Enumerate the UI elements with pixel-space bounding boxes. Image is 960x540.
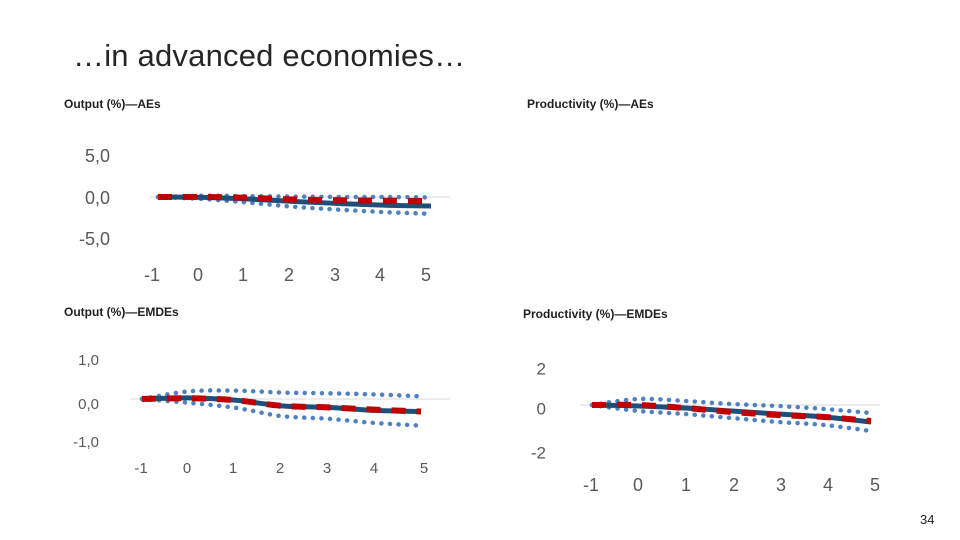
y-tick-label: 5,0 bbox=[85, 146, 110, 166]
x-tick-label: 3 bbox=[323, 460, 331, 477]
y-tick-label: 0,0 bbox=[78, 396, 99, 413]
y-tick-label: 0,0 bbox=[85, 188, 110, 208]
page-number: 34 bbox=[920, 512, 935, 527]
y-tick-label: -1,0 bbox=[73, 434, 99, 451]
x-tick-label: 3 bbox=[776, 475, 786, 495]
series-line-lower-band bbox=[139, 396, 424, 428]
chart-output-aes: 5,0 0,0 -5,0 -1 0 1 2 3 4 5 bbox=[79, 146, 450, 285]
x-tick-label: 5 bbox=[870, 475, 880, 495]
panel-title-productivity-emdes: Productivity (%)—EMDEs bbox=[523, 307, 668, 321]
y-tick-label: 0 bbox=[537, 399, 546, 418]
series-line-lower-band bbox=[589, 402, 874, 434]
x-tick-label: 5 bbox=[421, 265, 431, 285]
x-tick-label: -1 bbox=[583, 475, 599, 495]
series-line-lower-band bbox=[155, 194, 434, 217]
x-tick-label: 0 bbox=[633, 475, 643, 495]
y-tick-label: -5,0 bbox=[79, 229, 110, 249]
y-tick-label: 1,0 bbox=[78, 352, 99, 369]
y-tick-label: 2 bbox=[537, 359, 546, 378]
series-line-upper-band bbox=[139, 388, 424, 402]
x-tick-label: -1 bbox=[144, 265, 160, 285]
x-tick-label: 3 bbox=[330, 265, 340, 285]
x-tick-label: -1 bbox=[134, 460, 147, 477]
x-tick-label: 5 bbox=[420, 460, 428, 477]
x-tick-label: 4 bbox=[370, 460, 378, 477]
series-line-baseline bbox=[141, 395, 422, 415]
x-tick-label: 2 bbox=[729, 475, 739, 495]
x-tick-label: 1 bbox=[238, 265, 248, 285]
series-line-upper-band bbox=[589, 396, 874, 416]
y-tick-label: -2 bbox=[531, 443, 546, 462]
chart-output-emdes: 1,0 0,0 -1,0 -1 0 1 2 3 4 5 bbox=[73, 352, 450, 477]
panel-title-output-aes: Output (%)—AEs bbox=[64, 97, 161, 111]
series-line-baseline bbox=[591, 401, 872, 424]
series-line-baseline bbox=[157, 193, 432, 205]
chart-productivity-emdes: 2 0 -2 -1 0 1 2 3 4 5 bbox=[531, 359, 880, 494]
x-tick-label: 4 bbox=[375, 265, 385, 285]
x-tick-label: 2 bbox=[276, 460, 284, 477]
panel-title-output-emdes: Output (%)—EMDEs bbox=[64, 305, 179, 319]
x-tick-label: 0 bbox=[183, 460, 191, 477]
x-tick-label: 1 bbox=[681, 475, 691, 495]
x-tick-label: 0 bbox=[193, 265, 203, 285]
x-tick-label: 1 bbox=[229, 460, 237, 477]
x-tick-label: 2 bbox=[284, 265, 294, 285]
panel-title-productivity-aes: Productivity (%)—AEs bbox=[527, 97, 654, 111]
slide-title: …in advanced economies… bbox=[73, 38, 466, 73]
x-tick-label: 4 bbox=[823, 475, 833, 495]
